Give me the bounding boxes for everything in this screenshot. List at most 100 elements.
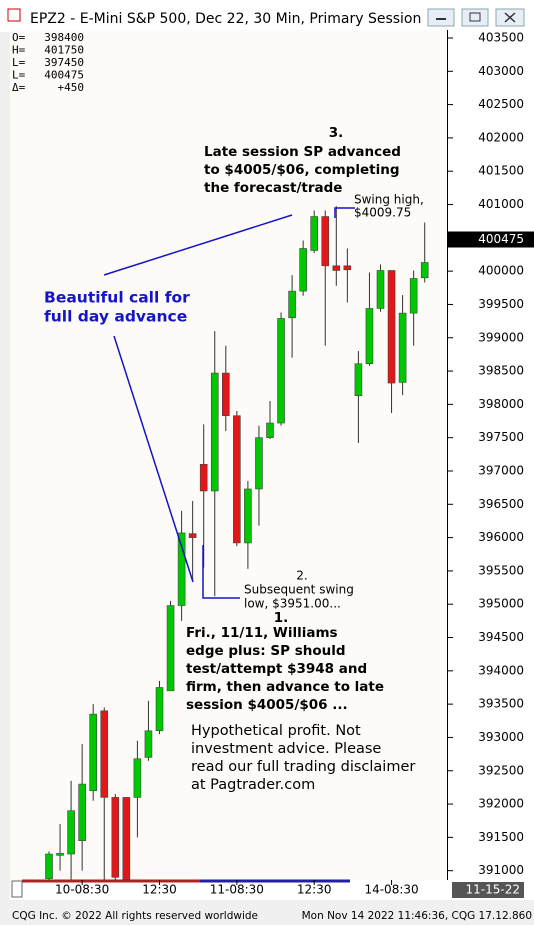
candle-body	[365, 308, 374, 365]
candle-body	[354, 363, 363, 397]
y-tick-label: 398000	[478, 397, 524, 411]
connector	[334, 207, 355, 218]
candle-body	[199, 464, 208, 492]
app-icon	[7, 8, 21, 22]
candle-body	[299, 248, 307, 292]
annotation-text: investment advice. Please	[191, 741, 381, 757]
annotation-text: read our full trading disclaimer	[191, 759, 415, 775]
y-tick-label: 401500	[478, 164, 524, 178]
candle-body	[376, 270, 385, 309]
candle-body	[387, 270, 396, 384]
readout-value: 397450	[44, 56, 84, 69]
annotation-text: 1.	[274, 610, 289, 626]
annotation-text: low, $3951.00...	[244, 597, 341, 611]
connector	[113, 335, 194, 583]
readout-label: L=	[12, 56, 26, 69]
candle-body	[332, 265, 341, 271]
candle-body	[89, 713, 97, 792]
candle-body	[177, 532, 186, 606]
annotation-text: Subsequent swing	[244, 583, 354, 597]
annotation-text: test/attempt $3948 and	[186, 661, 367, 677]
minimize-button[interactable]	[427, 8, 455, 27]
x-tick-label: 14-08:30	[364, 883, 418, 897]
annotation-text: firm, then advance to late	[186, 679, 384, 695]
scroll-handle[interactable]	[11, 880, 23, 898]
annotation-text: Beautiful call for	[44, 289, 190, 307]
candle-body	[67, 810, 75, 855]
annotation-text: full day advance	[44, 308, 187, 326]
footer-right: Mon Nov 14 2022 11:46:36, CQG 17.12.860	[302, 910, 532, 922]
candle-body	[210, 372, 219, 492]
candle-body	[188, 533, 197, 538]
candle-body	[166, 605, 175, 692]
annotation-text: Hypothetical profit. Not	[191, 723, 361, 739]
y-tick-label: 394000	[478, 663, 524, 677]
annotation-text: session $4005/$06 ...	[186, 697, 348, 713]
readout-value: 400475	[44, 69, 84, 82]
maximize-icon	[469, 12, 481, 22]
x-tick-label: 12:30	[142, 883, 177, 897]
annotation-text: to $4005/$06, completing	[204, 162, 399, 178]
candle-body	[321, 216, 330, 267]
x-tick-label: 11-08:30	[210, 883, 264, 897]
y-tick-label: 391500	[478, 830, 524, 844]
candle-body	[111, 797, 120, 878]
window-title: EPZ2 - E-Mini S&P 500, Dec 22, 30 Min, P…	[30, 11, 421, 27]
candle-body	[233, 415, 241, 544]
y-tick-label: 398500	[478, 364, 524, 378]
y-tick-label: 396500	[478, 497, 524, 511]
readout-value: 398400	[44, 31, 84, 44]
x-tick-label: 12:30	[297, 883, 332, 897]
connector	[202, 545, 240, 599]
candle-body	[133, 758, 142, 798]
y-tick-label: 394500	[478, 630, 524, 644]
candle-body	[222, 372, 230, 416]
candle-body	[255, 437, 263, 490]
y-tick-label: 397000	[478, 463, 524, 477]
candle-body	[420, 262, 429, 279]
date-box	[452, 882, 524, 898]
close-icon	[504, 12, 516, 23]
x-tick-label: 10-08:30	[55, 883, 109, 897]
maximize-button[interactable]	[461, 8, 489, 27]
price-axis	[448, 30, 534, 880]
y-tick-label: 397500	[478, 430, 524, 444]
y-tick-label: 402000	[478, 130, 524, 144]
annotation-text: edge plus: SP should	[186, 643, 346, 659]
annotations: 3. Late session SP advanced to $4005/$06, …	[44, 125, 424, 793]
annotation-text: 2.	[296, 569, 307, 583]
candle-body	[56, 853, 64, 856]
y-tick-label: 403000	[478, 64, 524, 78]
y-tick-label: 393000	[478, 730, 524, 744]
y-tick-label: 392000	[478, 797, 524, 811]
y-tick-label: 401000	[478, 197, 524, 211]
y-axis: 391000 391500 392000 392500 393000 393500 3940…	[448, 30, 534, 877]
y-tick-label: 403500	[478, 30, 524, 44]
candle-body	[343, 265, 352, 271]
y-tick-label: 392500	[478, 763, 524, 777]
candle-body	[45, 853, 53, 879]
y-tick-label: 395000	[478, 597, 524, 611]
candle-body	[288, 290, 296, 319]
annotation-text: Fri., 11/11, Williams	[186, 625, 338, 641]
y-tick-label: 396000	[478, 530, 524, 544]
candle-body	[409, 278, 418, 314]
annotation-text: Swing high,	[354, 193, 424, 207]
last-price-label: 400475	[478, 232, 524, 246]
plot-area	[10, 30, 448, 880]
readout-label: Δ=	[12, 81, 26, 94]
readout-label: H=	[12, 44, 26, 57]
annotation-text: 3.	[329, 125, 344, 141]
candle-body	[244, 488, 252, 544]
last-price-box	[448, 231, 534, 248]
candle-body	[398, 312, 407, 383]
candle-body	[144, 730, 153, 758]
y-tick-label: 393500	[478, 697, 524, 711]
annotation-text: the forecast/trade	[204, 180, 342, 196]
y-tick-label: 391000	[478, 863, 524, 877]
readout-value: 401750	[44, 44, 84, 57]
candle-body	[266, 422, 274, 438]
y-tick-label: 399000	[478, 330, 524, 344]
